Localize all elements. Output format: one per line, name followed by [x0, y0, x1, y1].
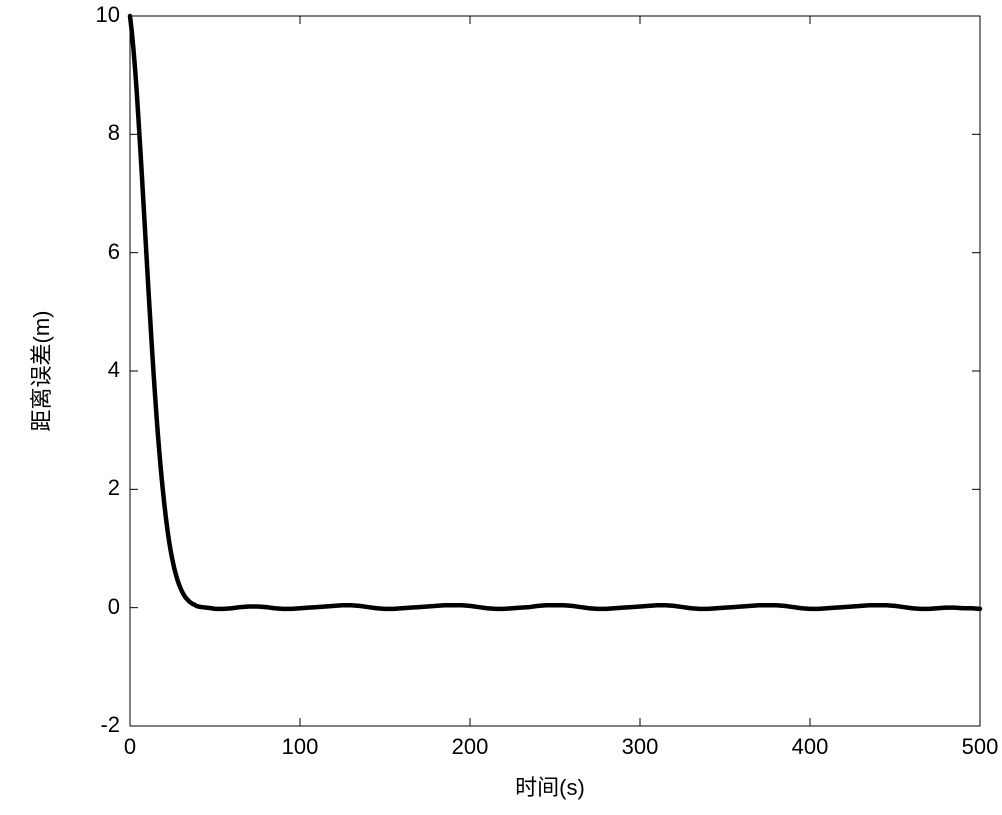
y-tick-label: 4 [70, 357, 120, 383]
y-axis-label: 距离误差(m) [24, 301, 56, 441]
y-tick-label: 6 [70, 239, 120, 265]
y-tick-label: -2 [70, 712, 120, 738]
line-chart [0, 0, 1002, 815]
y-tick-label: 0 [70, 594, 120, 620]
x-tick-label: 100 [270, 734, 330, 760]
x-tick-label: 400 [780, 734, 840, 760]
y-tick-label: 8 [70, 120, 120, 146]
x-tick-label: 500 [950, 734, 1002, 760]
y-tick-label: 10 [70, 2, 120, 28]
y-tick-label: 2 [70, 475, 120, 501]
x-tick-label: 300 [610, 734, 670, 760]
x-tick-label: 200 [440, 734, 500, 760]
x-axis-label: 时间(s) [460, 770, 640, 802]
chart-container: 距离误差(m) 时间(s) 0100200300400500-20246810 [0, 0, 1002, 815]
